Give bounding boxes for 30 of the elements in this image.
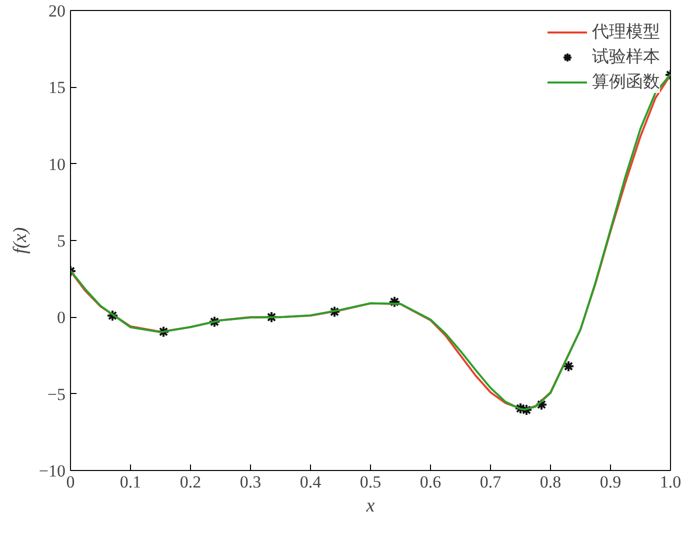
point bbox=[328, 306, 340, 318]
legend-label: 代理模型 bbox=[592, 21, 660, 43]
y-tick-label: 0 bbox=[57, 308, 66, 328]
x-tick-label: 0.1 bbox=[120, 472, 142, 492]
y-tick-label: 5 bbox=[57, 232, 66, 250]
x-axis-title: x bbox=[365, 496, 376, 516]
point bbox=[536, 398, 548, 411]
y-tick-label: −10 bbox=[38, 462, 66, 480]
x-tick-label: 0.3 bbox=[240, 472, 262, 492]
y-tick-label: −5 bbox=[47, 384, 66, 404]
point bbox=[562, 360, 574, 372]
x-tick-label: 0.5 bbox=[360, 472, 382, 492]
point bbox=[388, 296, 400, 308]
y-axis-title: f(x) bbox=[10, 227, 31, 254]
y-tick-label: 10 bbox=[48, 154, 66, 174]
point bbox=[266, 311, 278, 324]
x-tick-label: 0.9 bbox=[600, 472, 622, 492]
x-tick-label: 0.7 bbox=[480, 472, 502, 492]
point bbox=[106, 310, 118, 322]
legend-label: 算例函数 bbox=[592, 71, 660, 93]
point bbox=[208, 316, 220, 328]
x-tick-label: 1.0 bbox=[660, 472, 682, 492]
x-tick-label: 0.4 bbox=[300, 472, 322, 492]
legend-label: 试验样本 bbox=[592, 46, 660, 68]
y-tick-label: 20 bbox=[48, 2, 66, 20]
point bbox=[158, 326, 170, 338]
x-tick-label: 0.6 bbox=[420, 472, 442, 492]
x-tick-label: 0.8 bbox=[540, 472, 562, 492]
y-tick-label: 15 bbox=[48, 78, 66, 98]
x-tick-label: 0.2 bbox=[180, 472, 202, 492]
